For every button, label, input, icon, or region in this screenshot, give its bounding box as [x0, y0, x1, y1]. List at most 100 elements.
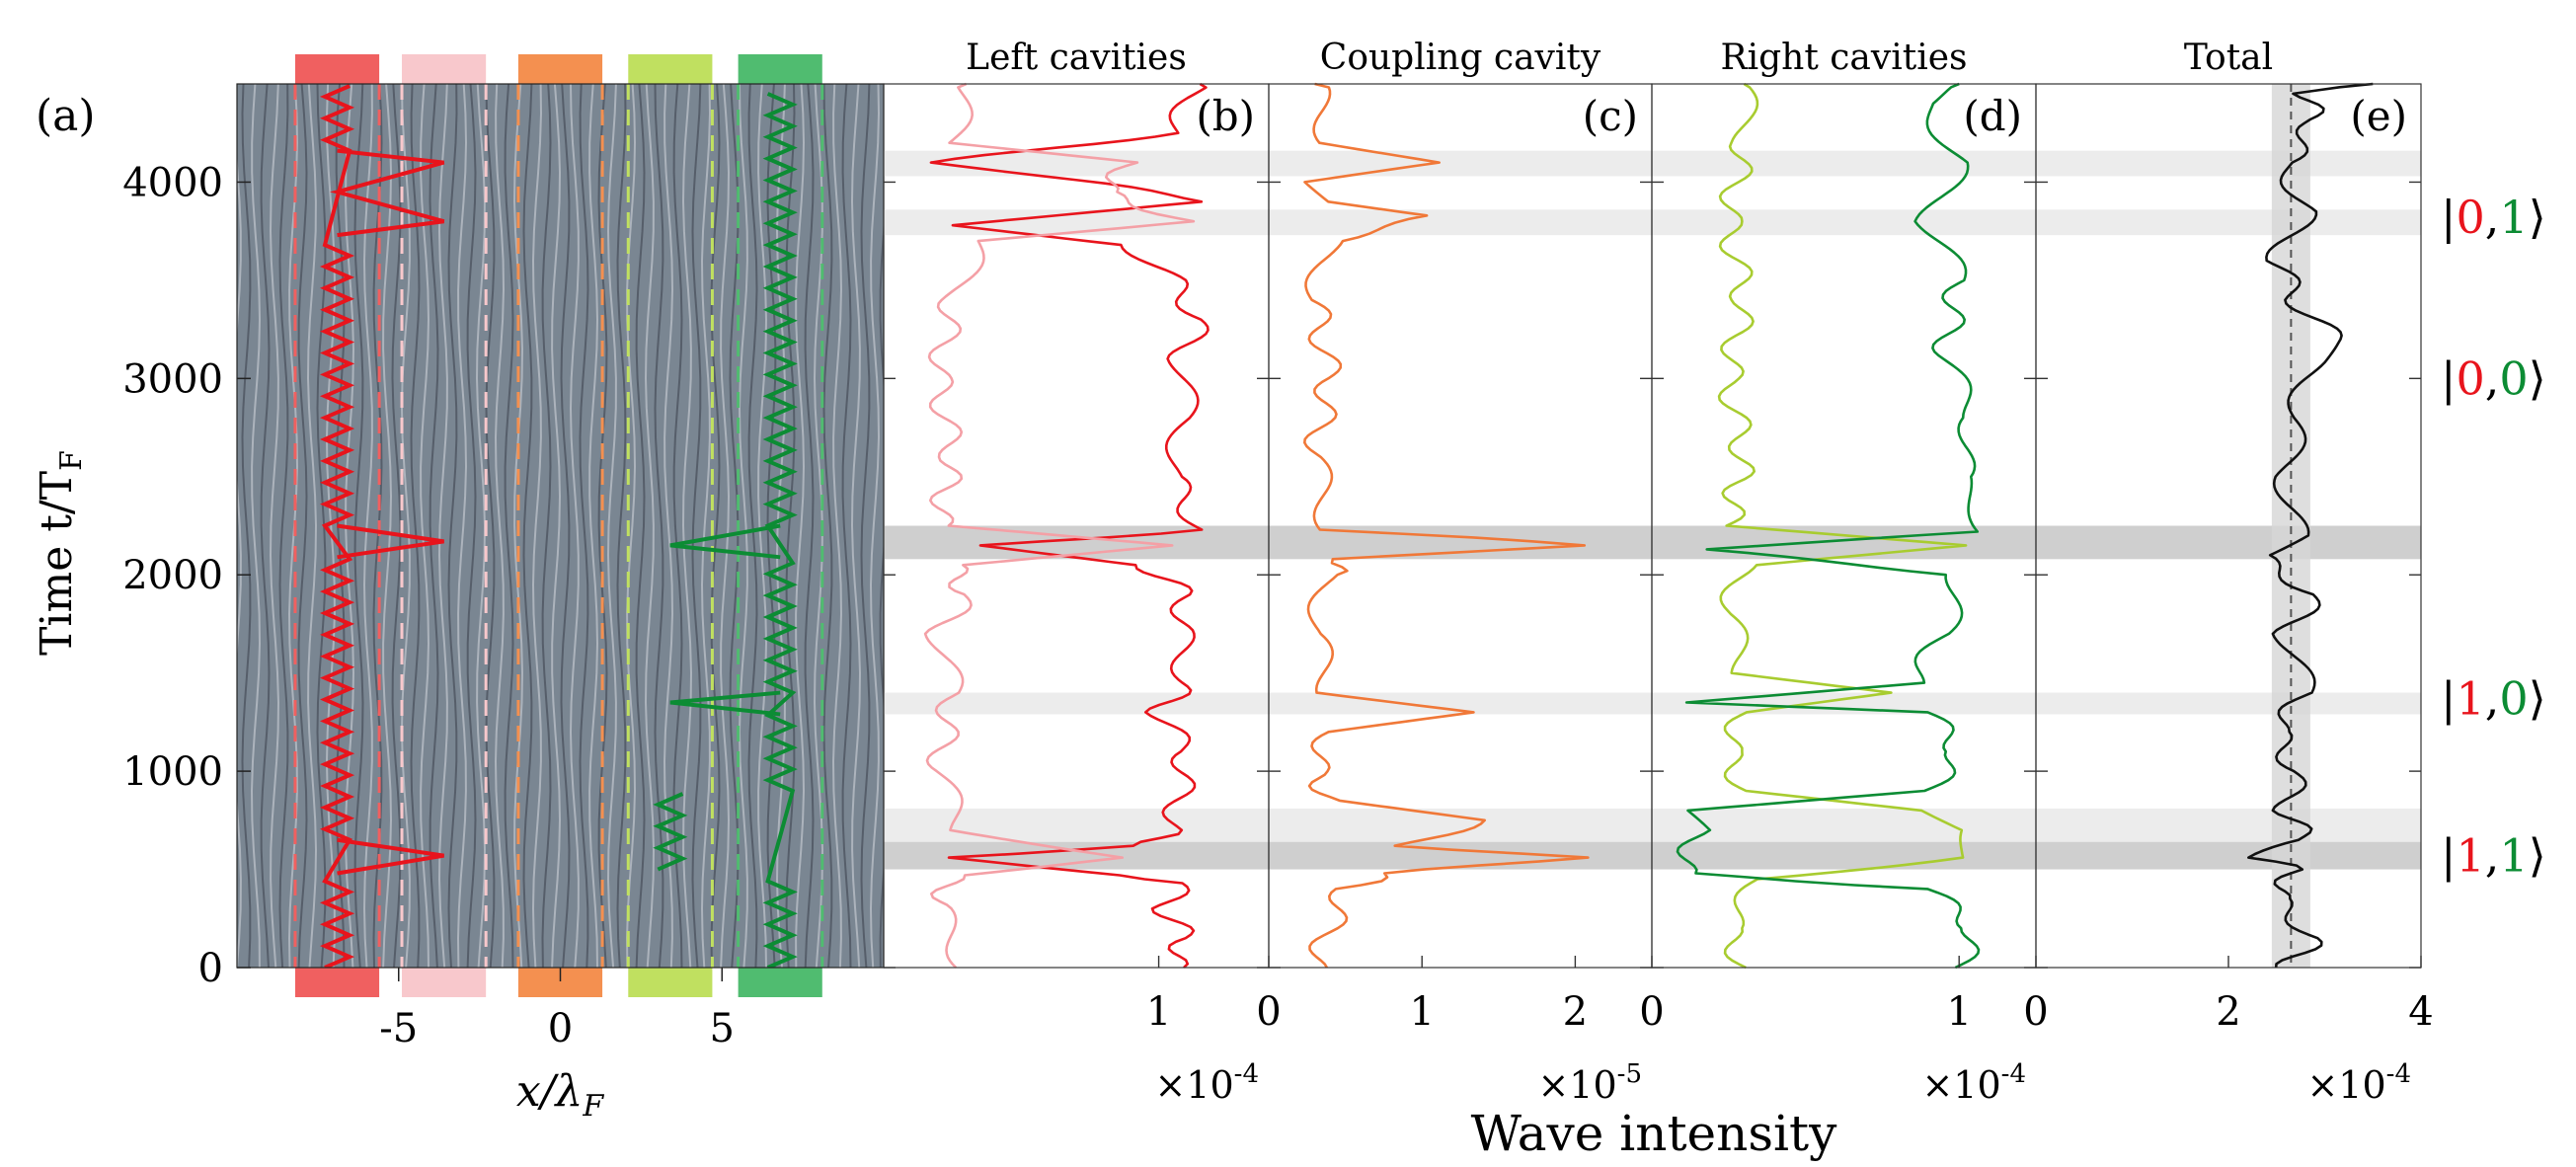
state-label-part: ⟩ — [2529, 672, 2546, 726]
trajectory — [653, 792, 688, 872]
wave-stripe — [804, 84, 815, 968]
wave-stripe — [504, 84, 514, 968]
panel-a-label: (a) — [36, 91, 96, 141]
wave-stripe — [512, 84, 524, 968]
wave-stripe — [541, 84, 552, 968]
trajectory-hop — [337, 837, 444, 876]
panel-a-xlabel: x/λF — [516, 1066, 605, 1124]
state-label: |0,0⟩ — [2441, 351, 2546, 405]
state-label-part: , — [2485, 672, 2500, 726]
wave-stripe — [831, 84, 843, 968]
wave-stripe — [306, 84, 318, 968]
series-line — [1717, 82, 1968, 970]
x-tick-label: 2 — [2216, 989, 2240, 1035]
multiplier-base: ×10 — [2306, 1063, 2385, 1107]
cavity-bar-top — [738, 54, 822, 84]
wave-stripe — [860, 84, 871, 968]
ylabel-main: Time t/T — [32, 471, 82, 656]
wave-stripe — [237, 152, 242, 968]
state-label-part: ⟩ — [2529, 191, 2546, 244]
wave-stripe — [625, 84, 637, 968]
multiplier-base: ×10 — [1154, 1063, 1233, 1107]
panel-e-line: Total (e) 0 2 4 ×10-4 — [2023, 38, 2433, 1107]
state-label-part: | — [2441, 829, 2457, 883]
wave-stripe — [260, 84, 271, 968]
state-label-part: 0 — [2499, 351, 2528, 405]
wave-stripe — [551, 84, 562, 968]
series-line — [923, 82, 1196, 969]
wave-stripe — [597, 84, 608, 968]
multiplier-exponent: -4 — [2001, 1059, 2026, 1089]
panel-label: (b) — [1196, 92, 1255, 140]
multiplier-exponent: -4 — [1234, 1059, 1259, 1089]
y-tick-label: 3000 — [122, 356, 223, 402]
wave-stripe — [531, 84, 543, 968]
axis-multiplier: ×10-4 — [2306, 1059, 2411, 1107]
x-tick-label: 1 — [1146, 989, 1171, 1035]
shared-xlabel: Wave intensity — [1471, 1105, 1837, 1162]
state-label-part: 1 — [2457, 672, 2485, 726]
xlabel-sub: F — [582, 1089, 604, 1124]
wave-stripe — [560, 84, 571, 968]
wave-stripe — [720, 84, 731, 968]
x-tick-label: 5 — [710, 1006, 735, 1051]
state-label-part: 0 — [2499, 672, 2528, 726]
state-label-part: 0 — [2457, 191, 2485, 244]
wave-stripe — [437, 84, 448, 968]
series-line — [2247, 82, 2374, 969]
ylabel-sub: F — [54, 450, 89, 471]
wave-stripe — [747, 84, 758, 968]
panel-label: (e) — [2350, 92, 2407, 140]
wave-stripe — [841, 84, 852, 968]
wave-stripe — [644, 84, 656, 968]
panel-d-line: Right cavities (d) 0 1 ×10-4 — [1639, 38, 2037, 1107]
wave-stripe — [466, 84, 477, 968]
wave-stripe — [269, 84, 280, 968]
x-tick-label: 1 — [1409, 989, 1434, 1035]
state-label-part: 0 — [2457, 351, 2485, 405]
y-tick-label: 1000 — [122, 749, 223, 795]
wave-stripe — [250, 84, 262, 968]
wave-stripe — [757, 84, 768, 968]
state-label-part: 1 — [2499, 829, 2528, 883]
trajectory-hop — [669, 523, 781, 560]
multiplier-base: ×10 — [1921, 1063, 2000, 1107]
trajectory-hop — [330, 148, 445, 238]
x-tick-label: 0 — [1639, 989, 1664, 1035]
wave-stripe — [429, 84, 439, 968]
wave-stripe — [606, 84, 617, 968]
wave-stripe — [579, 84, 589, 968]
wave-stripe — [700, 84, 712, 968]
cavity-bar-bottom — [294, 968, 380, 997]
wave-stripe — [850, 84, 862, 968]
y-tick-label: 0 — [198, 946, 223, 991]
wave-stripe — [588, 84, 599, 968]
cavity-bars — [294, 54, 822, 997]
axis-multiplier: ×10-4 — [1921, 1059, 2026, 1107]
multiplier-exponent: -5 — [1617, 1059, 1642, 1089]
state-label-part: ⟩ — [2529, 351, 2546, 405]
wave-stripe — [616, 84, 627, 968]
trajectory-hop — [669, 690, 781, 717]
series-line — [929, 82, 1210, 969]
cavity-bar-top — [517, 54, 603, 84]
state-label-part: , — [2485, 829, 2500, 883]
cavity-bar-top — [628, 54, 713, 84]
series-line — [1676, 82, 1981, 970]
panel-a-ticks: 0 1000 2000 3000 4000 -5 0 5 — [122, 160, 735, 1051]
multiplier-base: ×10 — [1537, 1063, 1616, 1107]
state-label: |0,1⟩ — [2441, 191, 2546, 244]
trajectory-hop — [337, 523, 444, 560]
panel-label: (c) — [1583, 92, 1638, 140]
panel-c-line: Coupling cavity (c) 0 1 2 ×10-5 — [1256, 38, 1653, 1107]
axis-multiplier: ×10-5 — [1537, 1059, 1642, 1107]
wave-stripe — [663, 84, 674, 968]
y-tick-label: 2000 — [122, 553, 223, 598]
cavity-bar-top — [402, 54, 487, 84]
wave-stripe — [710, 84, 721, 968]
wave-stripe — [869, 84, 881, 968]
wave-stripe — [382, 84, 393, 968]
wave-stripe — [410, 84, 421, 968]
state-label-part: , — [2485, 351, 2500, 405]
